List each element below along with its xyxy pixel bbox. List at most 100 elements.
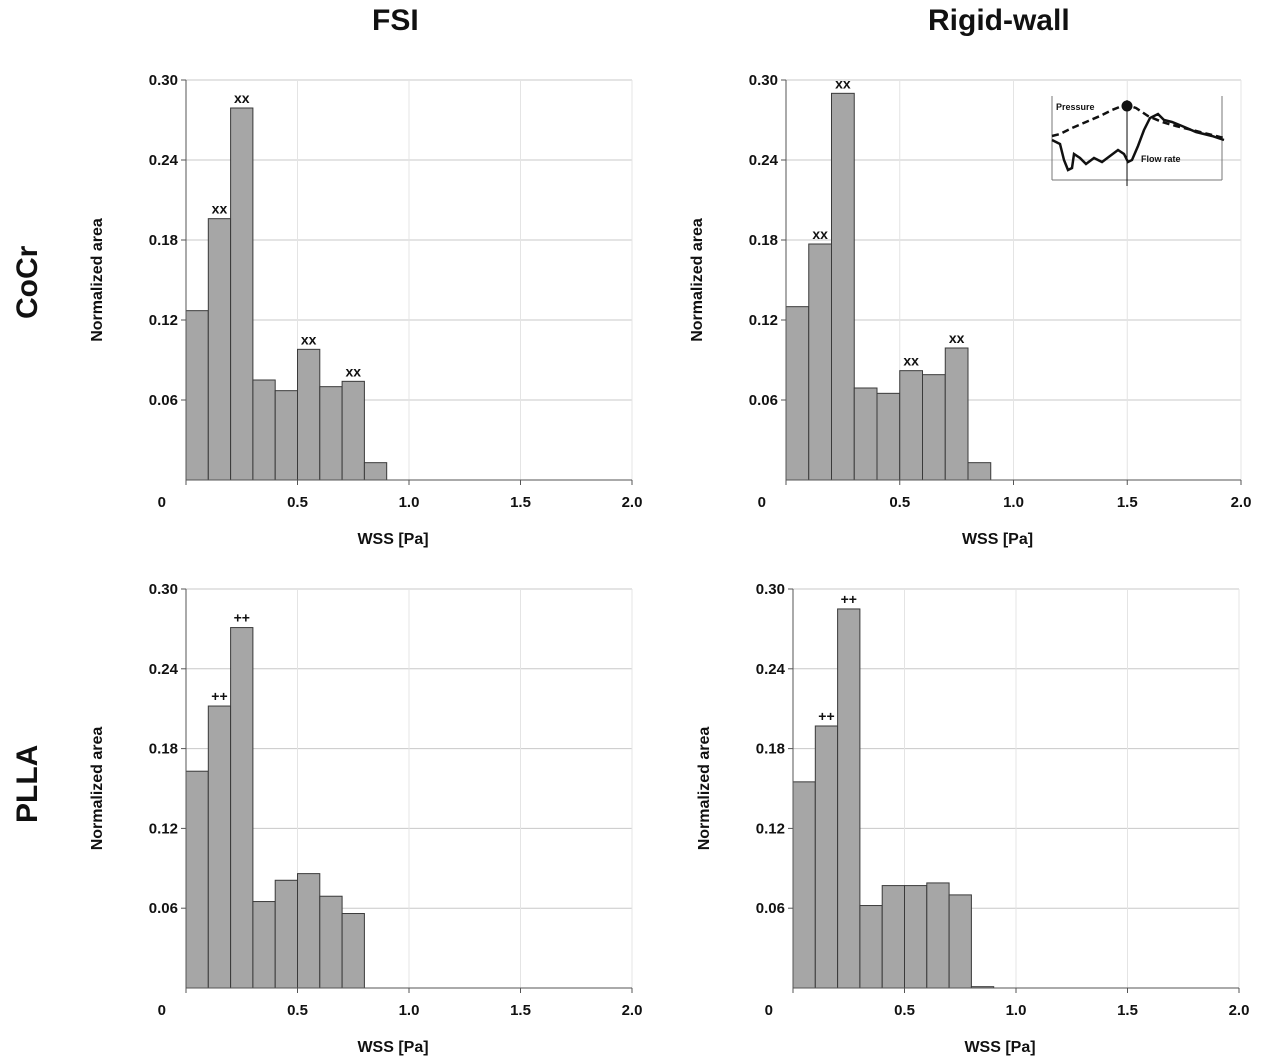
x-tick-label: 0.5 [287, 494, 308, 511]
histogram-bar [297, 873, 321, 989]
bar-annotation: xx [835, 75, 851, 91]
bar-annotation: xx [212, 201, 228, 217]
x-tick-label: 2.0 [1231, 494, 1252, 511]
histogram-bar [341, 913, 365, 989]
chart-panel-plla-rigid-wall: ++ ++ 0.06 0.12 0.18 0.24 0.30 0 0.5 1.0 1.5 2.0 WSS… [696, 581, 1250, 1056]
histogram-bar [341, 380, 365, 481]
histogram-bar [831, 92, 855, 481]
column-title-rigid-wall: Rigid-wall [928, 4, 1070, 37]
histogram-bar [967, 462, 992, 481]
histogram-bar [859, 905, 883, 989]
bar-annotation: ++ [234, 610, 250, 626]
bar-annotation: xx [234, 90, 250, 106]
x-tick-label: 0.5 [889, 494, 910, 511]
x-tick-label: 2.0 [1229, 1002, 1250, 1019]
y-tick-label: 0.24 [149, 661, 179, 678]
y-axis-label: Normalized area [89, 727, 106, 851]
histogram-bar [297, 348, 321, 481]
inset-time-marker-dot [1121, 100, 1133, 112]
y-tick-label: 0.06 [749, 392, 778, 409]
y-tick-label: 0.24 [149, 152, 179, 169]
inset-label-pressure: Pressure [1056, 102, 1095, 112]
x-axis-label: WSS [Pa] [357, 1039, 428, 1056]
histogram-bar [814, 725, 839, 989]
bar-annotation: ++ [841, 591, 857, 607]
histogram-bar [185, 770, 209, 989]
x-tick-label: 1.5 [1117, 1002, 1138, 1019]
x-tick-label: 0 [758, 494, 766, 511]
x-axis-label: WSS [Pa] [357, 531, 428, 548]
histogram-bar [948, 894, 972, 989]
histogram-bar [319, 895, 343, 989]
histogram-bar [274, 879, 298, 989]
histogram-bar [899, 370, 923, 481]
x-tick-label: 0.5 [287, 1002, 308, 1019]
x-tick-label: 2.0 [622, 494, 643, 511]
x-tick-label: 1.0 [1006, 1002, 1027, 1019]
x-tick-label: 2.0 [622, 1002, 643, 1019]
histogram-bar [207, 218, 232, 481]
bar-annotation: xx [345, 363, 361, 379]
x-axis-label: WSS [Pa] [964, 1039, 1035, 1056]
y-tick-label: 0.12 [149, 820, 178, 837]
histogram-bar [837, 608, 861, 989]
x-tick-label: 1.0 [399, 1002, 420, 1019]
chart-panel-cocr-fsi: xx xx xx xx 0.06 0.12 0.18 0.24 0.30 0 0.5 1.0 1.5 2.… [89, 72, 643, 548]
y-tick-label: 0.18 [749, 232, 778, 249]
column-title-fsi: FSI [372, 4, 419, 37]
y-tick-label: 0.12 [749, 312, 778, 329]
y-tick-label: 0.30 [149, 581, 178, 598]
histogram-bar [922, 374, 946, 481]
x-tick-label: 0.5 [894, 1002, 915, 1019]
inset-flow-rate-curve [1051, 112, 1225, 172]
histogram-bar [230, 107, 254, 481]
histogram-bar [207, 705, 232, 989]
y-axis-label: Normalized area [696, 727, 713, 851]
y-tick-label: 0.24 [756, 661, 786, 678]
x-tick-label: 0 [765, 1002, 773, 1019]
x-tick-label: 0 [158, 1002, 166, 1019]
bar-annotation: ++ [818, 708, 834, 724]
x-tick-label: 1.0 [1003, 494, 1024, 511]
x-tick-label: 1.5 [1117, 494, 1138, 511]
y-tick-label: 0.06 [756, 900, 785, 917]
histogram-bar [926, 882, 950, 989]
histogram-bar [853, 387, 878, 481]
y-tick-label: 0.06 [149, 392, 178, 409]
bar-annotation: ++ [211, 688, 227, 704]
histogram-bar [785, 306, 810, 481]
bar-annotation: xx [949, 330, 965, 346]
bar-annotation: xx [903, 353, 919, 369]
y-tick-label: 0.30 [756, 581, 785, 598]
histogram-bar [274, 390, 298, 481]
histogram-bar [876, 392, 901, 481]
x-tick-label: 1.0 [399, 494, 420, 511]
y-tick-label: 0.18 [149, 741, 178, 758]
histogram-bar [904, 885, 928, 989]
row-title-plla: PLLA [11, 744, 44, 823]
histogram-bar [881, 885, 905, 989]
histogram-bar [792, 781, 816, 989]
y-tick-label: 0.06 [149, 900, 178, 917]
histogram-bar [319, 386, 343, 481]
y-axis-label: Normalized area [689, 218, 706, 342]
histogram-bar [808, 243, 832, 481]
inset-waveform: Pressure Flow rate [1051, 96, 1225, 186]
y-tick-label: 0.30 [149, 72, 178, 89]
x-axis-label: WSS [Pa] [962, 531, 1033, 548]
y-axis-label: Normalized area [89, 218, 106, 342]
x-tick-label: 1.5 [510, 1002, 531, 1019]
histogram-bar [230, 627, 254, 989]
y-tick-label: 0.12 [756, 820, 785, 837]
inset-label-flow-rate: Flow rate [1141, 154, 1181, 164]
chart-panel-plla-fsi: ++ ++ 0.06 0.12 0.18 0.24 0.30 0 0.5 1.0 1.5 2.0 WSS… [89, 581, 643, 1056]
histogram-bar [363, 462, 388, 481]
y-tick-label: 0.24 [749, 152, 779, 169]
histogram-bar [185, 310, 209, 481]
row-title-cocr: CoCr [11, 245, 44, 319]
bar-annotation: xx [812, 226, 828, 242]
y-tick-label: 0.18 [756, 741, 785, 758]
histogram-bar [944, 347, 969, 481]
x-tick-label: 0 [158, 494, 166, 511]
